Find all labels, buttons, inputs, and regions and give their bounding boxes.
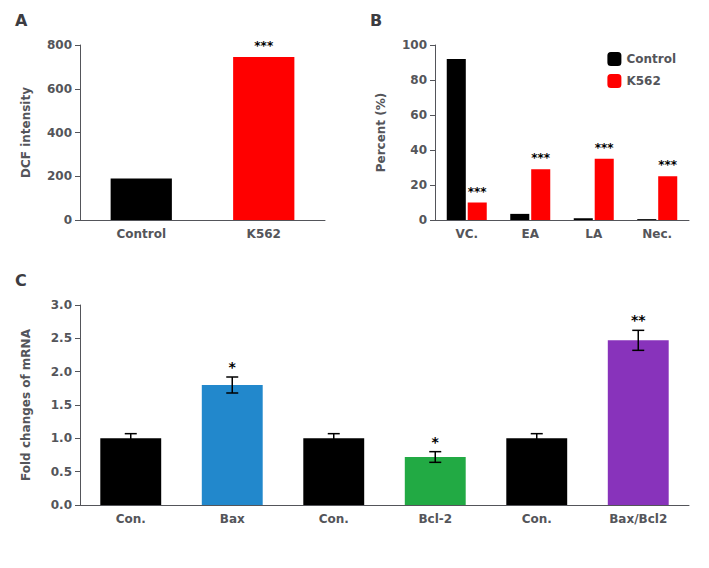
svg-text:***: *** xyxy=(468,185,488,199)
svg-text:Bax/Bcl2: Bax/Bcl2 xyxy=(609,512,667,526)
svg-text:A: A xyxy=(15,11,28,30)
svg-text:***: *** xyxy=(531,151,551,165)
svg-text:20: 20 xyxy=(410,178,427,192)
svg-text:Nec.: Nec. xyxy=(642,227,672,241)
svg-text:2.0: 2.0 xyxy=(51,365,72,379)
svg-text:Con.: Con. xyxy=(319,512,349,526)
svg-text:2.5: 2.5 xyxy=(51,331,72,345)
svg-text:1.5: 1.5 xyxy=(51,398,72,412)
svg-text:Percent (%): Percent (%) xyxy=(374,93,388,173)
svg-text:K562: K562 xyxy=(247,227,281,241)
svg-text:40: 40 xyxy=(410,143,427,157)
svg-text:200: 200 xyxy=(47,169,72,183)
svg-text:0: 0 xyxy=(64,213,72,227)
svg-text:Control: Control xyxy=(626,52,676,66)
svg-text:400: 400 xyxy=(47,126,72,140)
svg-text:DCF intensity: DCF intensity xyxy=(19,87,33,178)
svg-text:K562: K562 xyxy=(626,74,660,88)
svg-text:Bax: Bax xyxy=(220,512,245,526)
svg-text:*: * xyxy=(229,359,237,375)
svg-text:Bcl-2: Bcl-2 xyxy=(418,512,452,526)
svg-text:100: 100 xyxy=(402,38,427,52)
svg-text:LA: LA xyxy=(585,227,603,241)
svg-text:60: 60 xyxy=(410,108,427,122)
svg-text:Fold changes of mRNA: Fold changes of mRNA xyxy=(19,328,33,481)
svg-text:B: B xyxy=(370,11,382,30)
svg-text:***: *** xyxy=(658,158,678,172)
svg-text:Control: Control xyxy=(116,227,166,241)
svg-text:**: ** xyxy=(631,312,646,328)
svg-text:***: *** xyxy=(595,141,615,155)
svg-text:0.0: 0.0 xyxy=(51,498,72,512)
svg-text:0: 0 xyxy=(419,213,427,227)
svg-text:***: *** xyxy=(254,39,274,53)
svg-text:Con.: Con. xyxy=(522,512,552,526)
svg-text:EA: EA xyxy=(522,227,540,241)
svg-text:3.0: 3.0 xyxy=(51,298,72,312)
svg-text:Con.: Con. xyxy=(116,512,146,526)
svg-text:80: 80 xyxy=(410,73,427,87)
svg-text:C: C xyxy=(15,271,27,290)
svg-text:1.0: 1.0 xyxy=(51,431,72,445)
svg-text:*: * xyxy=(432,434,440,450)
svg-text:600: 600 xyxy=(47,82,72,96)
svg-text:0.5: 0.5 xyxy=(51,465,72,479)
svg-text:VC.: VC. xyxy=(455,227,478,241)
svg-text:800: 800 xyxy=(47,38,72,52)
